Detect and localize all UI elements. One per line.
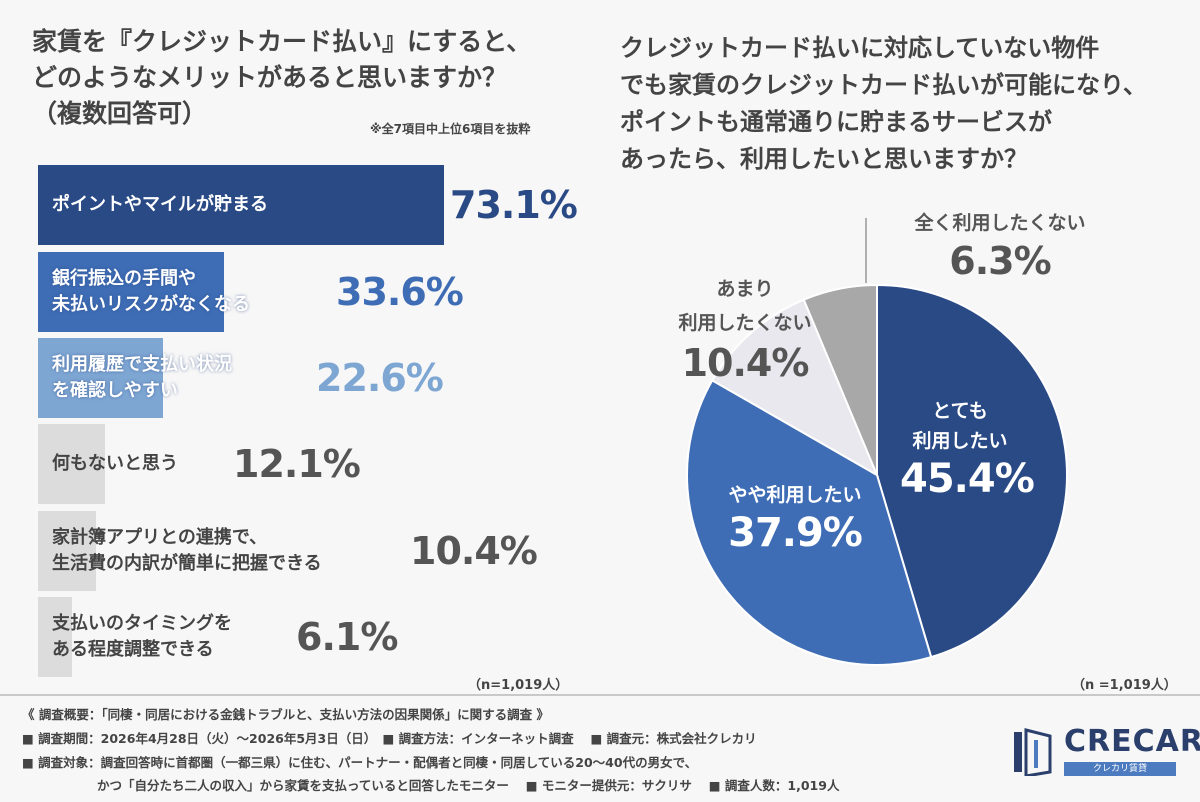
bar-category-label-line: 生活費の内訳が簡単に把握できる — [52, 553, 322, 574]
bar-row: 支払いのタイミングを ある程度調整できる 6.1% — [38, 597, 598, 677]
bar-value-label: 33.6% — [336, 270, 464, 314]
survey-footer: 《 調査概要：「同棲・同居における金銭トラブルと、支払い方法の因果関係」に関する… — [0, 694, 1200, 802]
survey-overview: 《 調査概要：「同棲・同居における金銭トラブルと、支払い方法の因果関係」に関する… — [22, 707, 549, 722]
bar — [38, 511, 96, 591]
bar-row: 何もないと思う 12.1% — [38, 424, 598, 504]
pie-category-label: 利用したい — [912, 430, 1008, 452]
bar-category-label: ポイントやマイルが貯まる — [52, 165, 268, 245]
bar-value-label: 10.4% — [410, 529, 538, 573]
pie-category-label: あまり — [716, 278, 774, 300]
bar-value-label: 22.6% — [316, 356, 444, 400]
pie-value-label: 6.3% — [949, 239, 1051, 283]
bar-row: 家計簿アプリとの連携で、生活費の内訳が簡単に把握できる 10.4% — [38, 511, 598, 591]
door-logo-icon — [1014, 728, 1052, 776]
bar-row: 利用履歴で支払い状況 を確認しやすい 22.6% — [38, 338, 598, 418]
right-title-line: ポイントも通常通りに貯まるサービスが — [620, 108, 1052, 136]
bar-category-label-line: ある程度調整できる — [52, 639, 214, 660]
right-title-line: あったら、利用したいと思いますか？ — [620, 145, 1028, 173]
bar-value-label: 73.1% — [450, 183, 578, 227]
bar — [38, 597, 72, 677]
excerpt-note: ※全7項目中上位6項目を抜粋 — [370, 122, 531, 136]
bar — [38, 165, 444, 245]
bar-category-label: 何もないと思う — [52, 424, 178, 504]
pie-category-label: 利用したくない — [678, 312, 812, 334]
pie-slice-label: 全く利用したくない 6.3% — [880, 208, 1120, 284]
right-title-line: クレジットカード払いに対応していない物件 — [620, 34, 1100, 62]
bar-category-label-line: 銀行振込の手間や — [52, 268, 196, 289]
bar-category-label-line: ポイントやマイルが貯まる — [52, 194, 268, 215]
pie-category-label: とても — [932, 400, 988, 422]
bar-value-label: 6.1% — [296, 615, 398, 659]
bar-value-label: 12.1% — [233, 442, 361, 486]
bar-category-label: 利用履歴で支払い状況 を確認しやすい — [52, 338, 232, 418]
pie-slice-label: とても利用したい 45.4% — [900, 396, 1035, 502]
bar — [38, 424, 106, 504]
pie-slice — [686, 378, 933, 666]
logo-wordmark: CRECARI — [1064, 724, 1200, 759]
pie-chart-sample-size: （n =1,019人） — [1072, 678, 1177, 693]
left-title-line: どのようなメリットがあると思いますか？ — [32, 63, 508, 92]
pie-value-label: 37.9% — [728, 510, 863, 556]
bar — [38, 338, 164, 418]
pie-category-label: 全く利用したくない — [914, 212, 1086, 234]
bar-category-label: 銀行振込の手間や未払いリスクがなくなる — [52, 252, 250, 332]
bar-category-label-line: 家計簿アプリとの連携で、 — [52, 527, 268, 548]
pie-slice — [802, 283, 878, 476]
bar-chart-sample-size: （n=1,019人） — [468, 678, 569, 693]
pie-slice — [710, 298, 880, 478]
crecari-logo: CRECARI クレカリ賃貸 — [1012, 724, 1200, 778]
bar-category-label-line: 支払いのタイミングを — [52, 613, 232, 634]
left-title-line: （複数回答可） — [32, 99, 208, 128]
bar-category-label: 家計簿アプリとの連携で、生活費の内訳が簡単に把握できる — [52, 511, 322, 591]
survey-period-method: ■ 調査期間：2026年4月28日（火）～2026年5月3日（日） ■ 調査方法… — [22, 731, 757, 746]
left-question-title: 家賃を『クレジットカード払い』にすると、 どのようなメリットがあると思いますか？… — [32, 24, 592, 132]
pie-value-label: 10.4% — [681, 341, 810, 385]
pie-slice-label: あまり利用したくない 10.4% — [640, 272, 850, 386]
right-question-title: クレジットカード払いに対応していない物件 でも家賃のクレジットカード払いが可能に… — [620, 30, 1180, 178]
bar-category-label-line: 未払いリスクがなくなる — [52, 294, 250, 315]
left-title-line: 家賃を『クレジットカード払い』にすると、 — [32, 27, 532, 56]
bar — [38, 252, 225, 332]
bar-category-label: 支払いのタイミングを ある程度調整できる — [52, 597, 232, 677]
bar-category-label-line: を確認しやすい — [52, 380, 178, 401]
logo-subtitle: クレカリ賃貸 — [1064, 762, 1176, 776]
survey-target: ■ 調査対象：調査回答時に首都圏（一都三県）に住む、パートナー・配偶者と同棲・同… — [22, 755, 698, 770]
bar-row: ポイントやマイルが貯まる 73.1% — [38, 165, 598, 245]
pie-value-label: 45.4% — [900, 456, 1035, 502]
pie-category-label: やや利用したい — [728, 484, 862, 506]
bar-row: 銀行振込の手間や未払いリスクがなくなる 33.6% — [38, 252, 598, 332]
survey-target-cont: かつ「自分たち二人の収入」から家賃を支払っていると回答したモニター ■ モニター… — [22, 778, 840, 793]
right-title-line: でも家賃のクレジットカード払いが可能になり、 — [620, 71, 1148, 99]
bar-category-label-line: 利用履歴で支払い状況 — [52, 354, 232, 375]
bar-category-label-line: 何もないと思う — [52, 453, 178, 474]
pie-slice-label: やや利用したい 37.9% — [700, 480, 890, 556]
pie-slice — [876, 283, 1068, 659]
